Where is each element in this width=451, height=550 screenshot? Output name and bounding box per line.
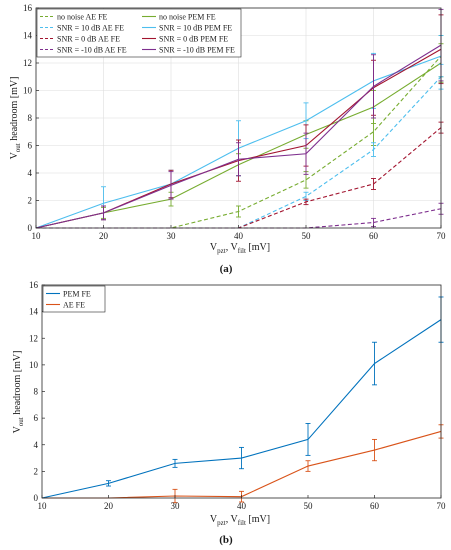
y-label-main-a: V: [9, 151, 20, 159]
chart-panel-a: 10 20 30 40 50 60 70 0 2 4 6 8 10 12 14 16 Vout headroo…: [9, 3, 446, 275]
x-tick-label-a: 60: [369, 231, 379, 241]
y-tick-label-a: 12: [23, 58, 32, 68]
x-tick-label-a: 40: [234, 231, 244, 241]
legend-label-a: SNR = 10 dB PEM FE: [159, 24, 232, 33]
y-tick-label-b: 4: [34, 440, 39, 450]
y-axis-label-b: Vout headroom [mV]: [12, 351, 25, 434]
x-label-rest-b: [mV]: [246, 514, 270, 525]
x-tick-label-b: 50: [304, 501, 314, 511]
y-tick-label-a: 8: [28, 113, 33, 123]
x-label-sub1-b: pzt: [217, 519, 226, 527]
x-tick-label-b: 20: [104, 501, 114, 511]
x-tick-label-a: 30: [167, 231, 177, 241]
x-tick-label-a: 10: [32, 231, 42, 241]
series-line-a: [35, 44, 442, 229]
legend-label-a: no noise PEM FE: [159, 13, 216, 22]
y-tick-label-a: 0: [28, 223, 33, 233]
x-tick-label-a: 70: [437, 231, 447, 241]
x-label-main1-a: V: [210, 242, 218, 253]
legend-label-b: PEM FE: [63, 290, 91, 299]
x-label-mid-b: , V: [226, 514, 239, 525]
y-tick-label-b: 0: [34, 493, 39, 503]
panel-label-a: (a): [220, 263, 233, 275]
x-tick-label-b: 40: [237, 501, 247, 511]
y-tick-label-a: 10: [23, 86, 33, 96]
x-label-sub1-a: pzt: [217, 247, 226, 255]
y-tick-label-b: 12: [29, 333, 38, 343]
x-tick-label-b: 10: [38, 501, 48, 511]
legend-label-a: SNR = -10 dB AE FE: [57, 46, 127, 55]
legend-label-a: SNR = 0 dB PEM FE: [159, 35, 228, 44]
y-label-rest-a: headroom [mV]: [9, 77, 20, 144]
x-tick-label-b: 70: [437, 501, 447, 511]
x-tick-label-b: 60: [370, 501, 380, 511]
y-tick-label-b: 10: [29, 360, 39, 370]
series-line-b: [41, 319, 442, 499]
ticks-a: 10 20 30 40 50 60 70 0 2 4 6 8 10 12 14 16: [23, 3, 446, 241]
y-tick-label-a: 2: [28, 196, 33, 206]
x-label-rest-a: [mV]: [246, 242, 270, 253]
legend-label-a: SNR = 10 dB AE FE: [57, 24, 124, 33]
legend-label-a: no noise AE FE: [57, 13, 108, 22]
y-tick-label-b: 8: [34, 387, 39, 397]
panel-label-b: (b): [219, 534, 233, 546]
x-label-sub2-a: filt: [238, 247, 246, 255]
y-label-rest-b: headroom [mV]: [12, 351, 23, 418]
x-tick-label-a: 50: [302, 231, 312, 241]
x-tick-label-b: 30: [171, 501, 181, 511]
y-tick-label-b: 14: [29, 307, 39, 317]
x-label-mid-a: , V: [226, 242, 239, 253]
chart-panel-b: 10 20 30 40 50 60 70 0 2 4 6 8 10 12 14 16 Vout headroo…: [12, 280, 446, 546]
x-label-main1-b: V: [210, 514, 218, 525]
x-axis-label-b: Vpzt, Vfilt [mV]: [210, 514, 270, 527]
x-label-sub2-b: filt: [238, 519, 246, 527]
y-tick-label-a: 14: [23, 31, 33, 41]
legend-label-a: SNR = -10 dB PEM FE: [159, 46, 235, 55]
y-tick-label-b: 6: [34, 413, 39, 423]
y-label-main-b: V: [12, 425, 23, 433]
ticks-b: 10 20 30 40 50 60 70 0 2 4 6 8 10 12 14 16: [29, 280, 446, 511]
legend-box-b: [42, 285, 106, 313]
x-tick-label-a: 20: [99, 231, 109, 241]
legend-b: PEM FE AE FE: [42, 285, 106, 313]
y-tick-label-a: 4: [28, 168, 33, 178]
y-tick-label-a: 16: [23, 3, 33, 13]
legend-label-a: SNR = 0 dB AE FE: [57, 35, 120, 44]
y-tick-label-b: 2: [34, 466, 39, 476]
x-axis-label-a: Vpzt, Vfilt [mV]: [210, 242, 270, 255]
y-tick-label-a: 6: [28, 141, 33, 151]
y-label-sub-b: out: [17, 417, 25, 426]
legend-box-a: [36, 8, 242, 58]
y-axis-label-a: Vout headroom [mV]: [9, 77, 22, 160]
y-tick-label-b: 16: [29, 280, 39, 290]
legend-label-b: AE FE: [63, 301, 85, 310]
legend-a: no noise AE FE no noise PEM FE SNR = 10 dB…: [36, 8, 242, 58]
y-label-sub-a: out: [14, 143, 22, 152]
